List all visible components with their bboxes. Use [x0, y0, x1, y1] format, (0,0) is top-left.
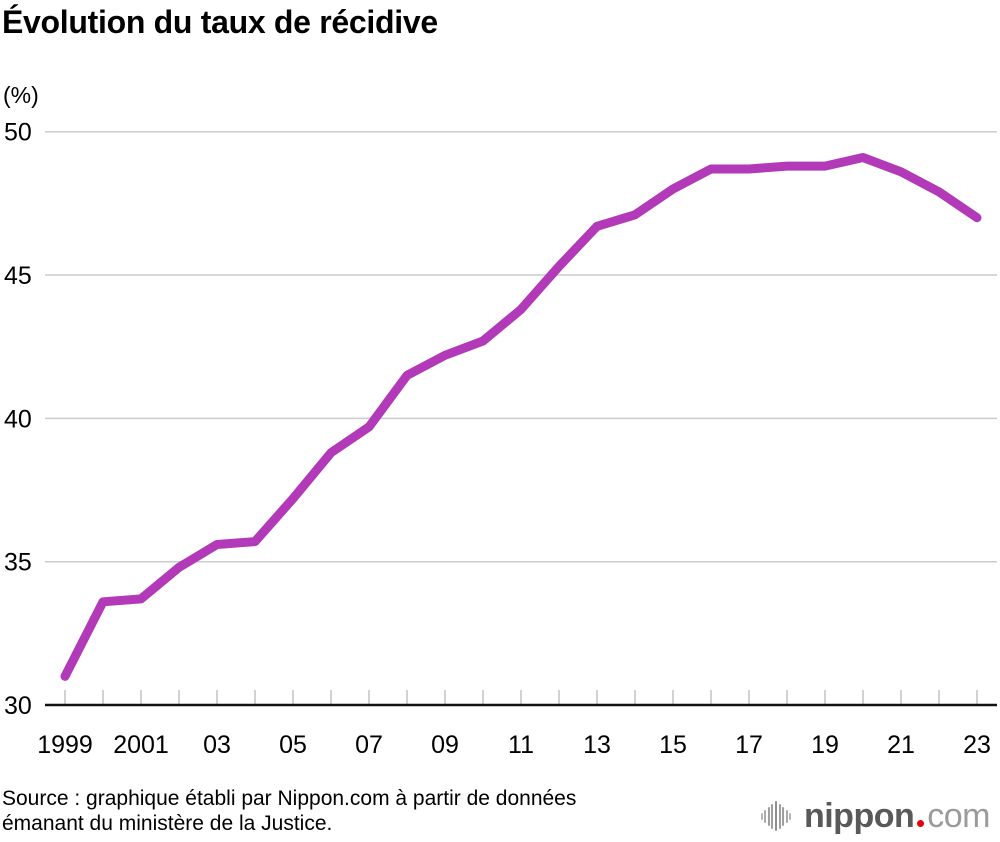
recidivism-line-chart: 30 35 40 45 50 1999 2001 03 05 07 09 11 13 15 17 19 21 23	[4, 119, 997, 759]
nippon-logo-text: nippon com	[803, 796, 991, 836]
nippon-logo: nippon com	[760, 796, 991, 836]
soundwave-bars-icon	[760, 799, 793, 833]
x-tick-label: 17	[735, 731, 763, 759]
y-tick-label: 45	[4, 262, 32, 290]
logo-word-nippon: nippon	[803, 796, 915, 835]
x-tick-label: 03	[203, 731, 231, 759]
x-tick-label: 07	[355, 731, 383, 759]
logo-word-com: com	[927, 796, 990, 835]
x-tick-label: 19	[811, 731, 839, 759]
page-title: Évolution du taux de récidive	[2, 4, 438, 40]
x-tick-label: 1999	[37, 731, 93, 759]
source-line-1: Source : graphique établi par Nippon.com…	[2, 787, 577, 810]
x-tick-label: 15	[659, 731, 687, 759]
x-tick-label: 2001	[113, 731, 169, 759]
x-tick-label: 23	[963, 731, 991, 759]
x-tick-label: 05	[279, 731, 307, 759]
source-line-2: émanant du ministère de la Justice.	[2, 812, 333, 835]
y-axis-unit-label: (%)	[3, 82, 39, 108]
x-tick-label: 21	[887, 731, 915, 759]
y-tick-label: 35	[4, 549, 32, 577]
y-tick-label: 50	[4, 119, 32, 147]
y-tick-label: 40	[4, 405, 32, 433]
x-tick-label: 09	[431, 731, 459, 759]
x-tick-label: 13	[583, 731, 611, 759]
source-note: Source : graphique établi par Nippon.com…	[2, 786, 576, 836]
logo-red-dot-icon	[917, 819, 925, 827]
recidivism-rate-line	[60, 153, 982, 681]
y-tick-label: 30	[4, 692, 32, 720]
x-tick-label: 11	[508, 731, 534, 759]
